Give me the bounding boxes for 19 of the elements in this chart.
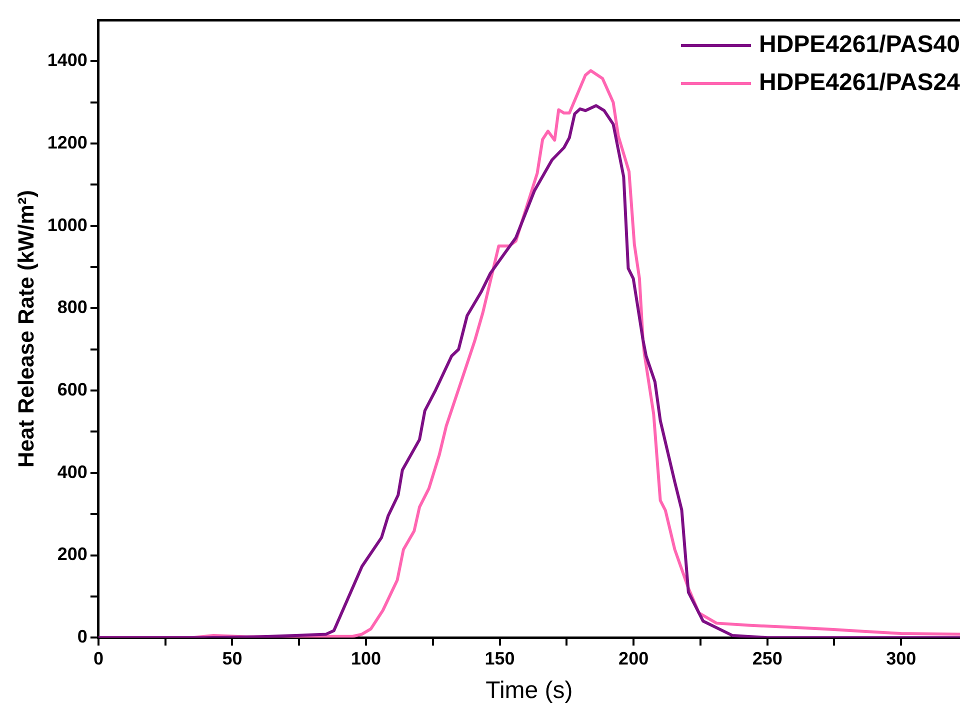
x-tick-label: 250 bbox=[752, 648, 782, 668]
x-tick-label: 50 bbox=[222, 648, 242, 668]
x-tick-label: 150 bbox=[484, 648, 515, 668]
legend-label: HDPE4261/PAS24 bbox=[759, 69, 960, 97]
x-tick-label: 300 bbox=[886, 648, 916, 668]
x-tick-label: 200 bbox=[618, 648, 649, 668]
y-tick-label: 0 bbox=[77, 626, 88, 647]
y-tick-label: 600 bbox=[57, 380, 88, 400]
y-tick-label: 1200 bbox=[47, 132, 88, 152]
x-tick-label: 0 bbox=[93, 648, 104, 668]
y-tick-label: 1400 bbox=[47, 50, 88, 70]
x-tick-label: 100 bbox=[350, 648, 382, 668]
y-tick-label: 400 bbox=[57, 462, 88, 482]
y-tick-label: 800 bbox=[57, 297, 88, 318]
y-tick-label: 200 bbox=[57, 544, 88, 564]
legend-label: HDPE4261/PAS40 bbox=[759, 31, 960, 59]
x-axis-title: Time (s) bbox=[486, 677, 573, 704]
y-tick-label: 1000 bbox=[47, 214, 88, 235]
y-axis-title: Heat Release Rate (kW/m²) bbox=[13, 190, 38, 468]
